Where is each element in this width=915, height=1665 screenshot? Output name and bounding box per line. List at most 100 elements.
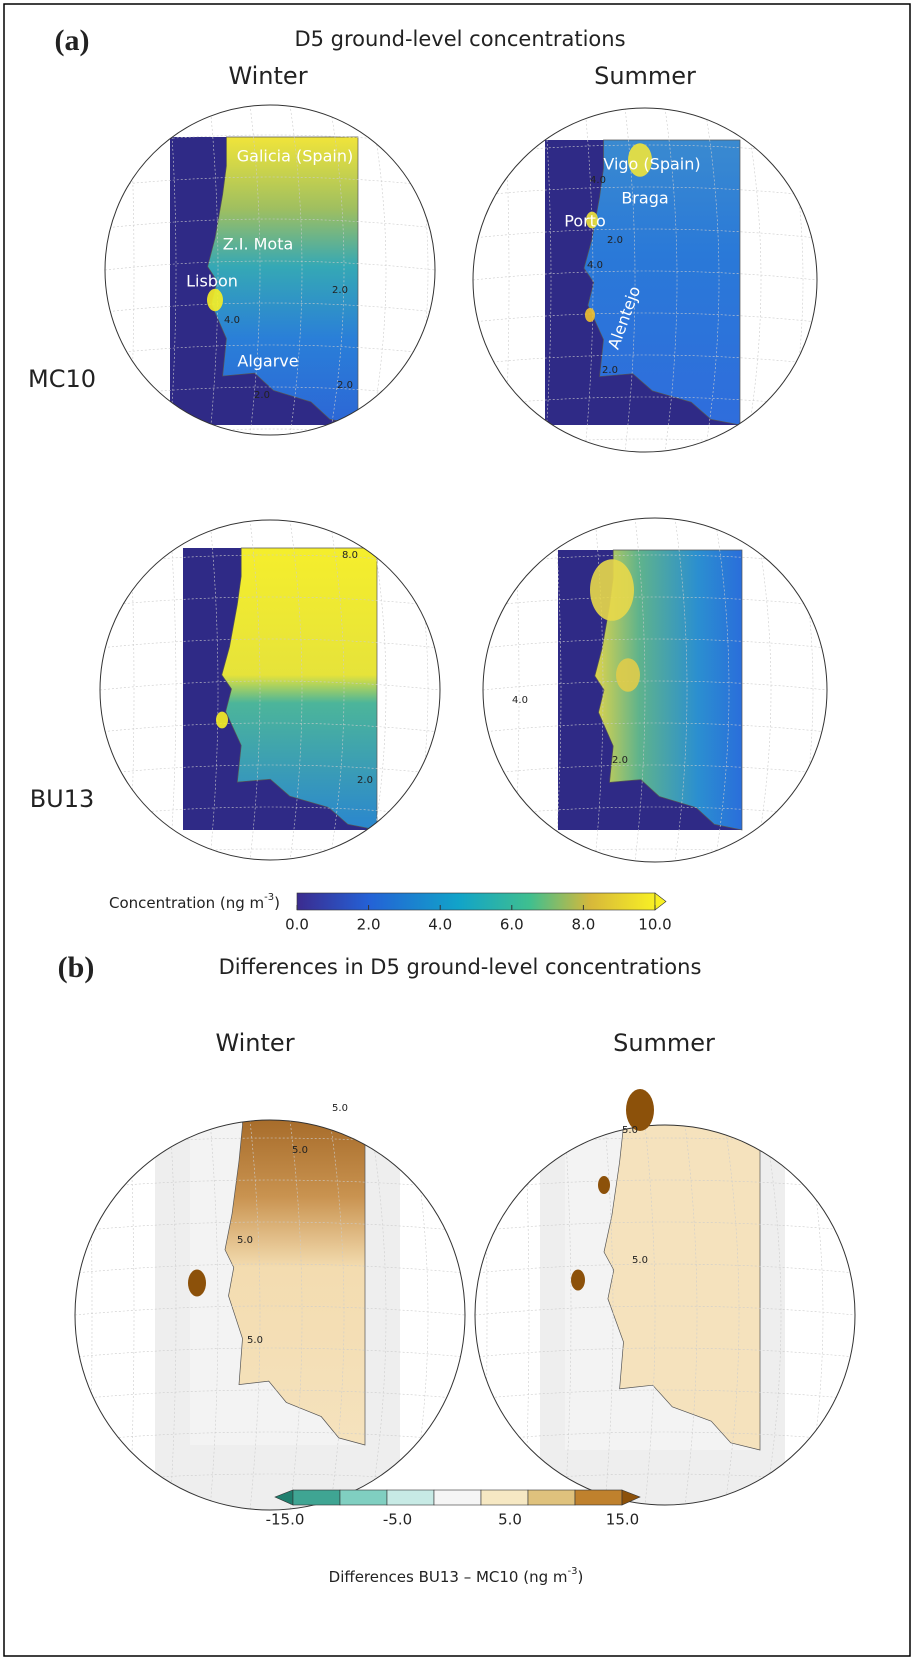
panel-label: (a) (55, 24, 90, 57)
graticule (475, 1347, 855, 1358)
land (221, 547, 378, 831)
graticule (744, 108, 762, 452)
contour-label: 2.0 (254, 390, 270, 401)
colorbar-tick-label: 8.0 (571, 916, 595, 934)
graticule (100, 596, 440, 607)
label-text: ) (274, 894, 280, 912)
graticule (473, 228, 817, 239)
map-frame (482, 517, 828, 863)
colorbar-segment (386, 1489, 435, 1506)
graticule (75, 1389, 465, 1400)
column-label: Summer (594, 62, 696, 90)
hotspot (571, 1269, 585, 1291)
graticule (473, 312, 817, 323)
graticule (483, 764, 827, 775)
place-label: Lisbon (186, 272, 238, 291)
colorbar-tick-label: 6.0 (500, 916, 524, 934)
graticule (75, 1263, 465, 1274)
row-label: MC10 (28, 365, 96, 393)
graticule (369, 105, 387, 435)
map-frame (74, 1119, 466, 1511)
place-label: Galicia (Spain) (237, 147, 353, 166)
graticule (369, 520, 387, 860)
graticule (289, 520, 303, 860)
colorbar-tick-label: 10.0 (638, 916, 671, 934)
row-label: BU13 (30, 785, 95, 813)
graticule (100, 638, 440, 649)
graticule (754, 518, 772, 862)
contour-label: 5.0 (622, 1125, 638, 1136)
hotspot (216, 711, 228, 729)
contour-label: 2.0 (337, 380, 353, 391)
colorbar-label: Concentration (ng m-3) (109, 892, 280, 912)
graticule (329, 105, 345, 435)
contour-label: 2.0 (602, 365, 618, 376)
contour-label: 4.0 (590, 175, 606, 186)
colorbar-tick-label: 15.0 (606, 1511, 639, 1529)
hotspot (188, 1269, 206, 1297)
graticule (465, 108, 467, 452)
map (100, 520, 440, 860)
graticule (100, 722, 440, 733)
contour-label: 2.0 (607, 235, 623, 246)
graticule (75, 1431, 465, 1442)
graticule (100, 764, 440, 775)
contour-label: 4.0 (512, 695, 528, 706)
graticule (105, 134, 435, 145)
graticule (105, 428, 435, 435)
hotspot (585, 308, 595, 322)
graticule (105, 176, 435, 187)
column-label: Winter (215, 1029, 294, 1057)
colorbar-segment (292, 1489, 341, 1506)
colorbar-tick-label: -15.0 (266, 1511, 305, 1529)
graticule (105, 218, 435, 229)
graticule (644, 1125, 656, 1505)
graticule (704, 108, 720, 452)
graticule (209, 520, 219, 860)
graticule (209, 1120, 219, 1510)
graticule (475, 1389, 855, 1400)
colorbar (296, 892, 656, 911)
graticule (634, 518, 646, 862)
colorbar-extend (654, 892, 667, 911)
column-label: Summer (613, 1029, 715, 1057)
map (465, 108, 817, 452)
hotspot (628, 143, 652, 177)
contour-label: 2.0 (332, 285, 348, 296)
place-label: Algarve (237, 352, 298, 371)
hotspot (626, 1089, 654, 1131)
land (224, 1120, 366, 1446)
map-frame (104, 104, 436, 436)
map (75, 1120, 465, 1510)
label-sup: -3 (264, 892, 274, 903)
graticule (664, 108, 678, 452)
graticule (483, 722, 827, 733)
graticule (483, 680, 827, 691)
graticule (289, 1120, 303, 1510)
graticule (674, 518, 688, 862)
graticule (169, 1120, 177, 1510)
colorbar-segment (433, 1489, 482, 1506)
graticule (105, 386, 435, 397)
colorbar-label: Differences BU13 – MC10 (ng m-3) (329, 1566, 584, 1586)
contour-label: 4.0 (587, 260, 603, 271)
colorbar-tick-label: 5.0 (498, 1511, 522, 1529)
map-frame (99, 519, 441, 861)
colorbar-segment (339, 1489, 388, 1506)
graticule (105, 344, 435, 355)
graticule (75, 1179, 465, 1190)
colorbar-tick-label: -5.0 (383, 1511, 412, 1529)
graticule (329, 1120, 345, 1510)
graticule (249, 520, 261, 860)
graticule (75, 1305, 465, 1316)
graticule (475, 1305, 855, 1316)
graticule (75, 1221, 465, 1232)
label-sup: -3 (568, 1566, 578, 1577)
graticule (249, 1120, 261, 1510)
graticule (483, 638, 827, 649)
label-text: ) (577, 1568, 583, 1586)
contour-label: 5.0 (632, 1255, 648, 1266)
map (105, 105, 435, 435)
graticule (564, 1125, 572, 1505)
colorbar-tick-label: 2.0 (357, 916, 381, 934)
